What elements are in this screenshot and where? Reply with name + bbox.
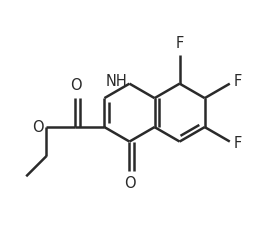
Text: O: O [32, 120, 44, 135]
Text: F: F [233, 74, 242, 89]
Text: NH: NH [105, 74, 127, 89]
Text: F: F [176, 36, 184, 51]
Text: O: O [70, 78, 81, 93]
Text: F: F [233, 136, 242, 151]
Text: O: O [124, 176, 135, 191]
